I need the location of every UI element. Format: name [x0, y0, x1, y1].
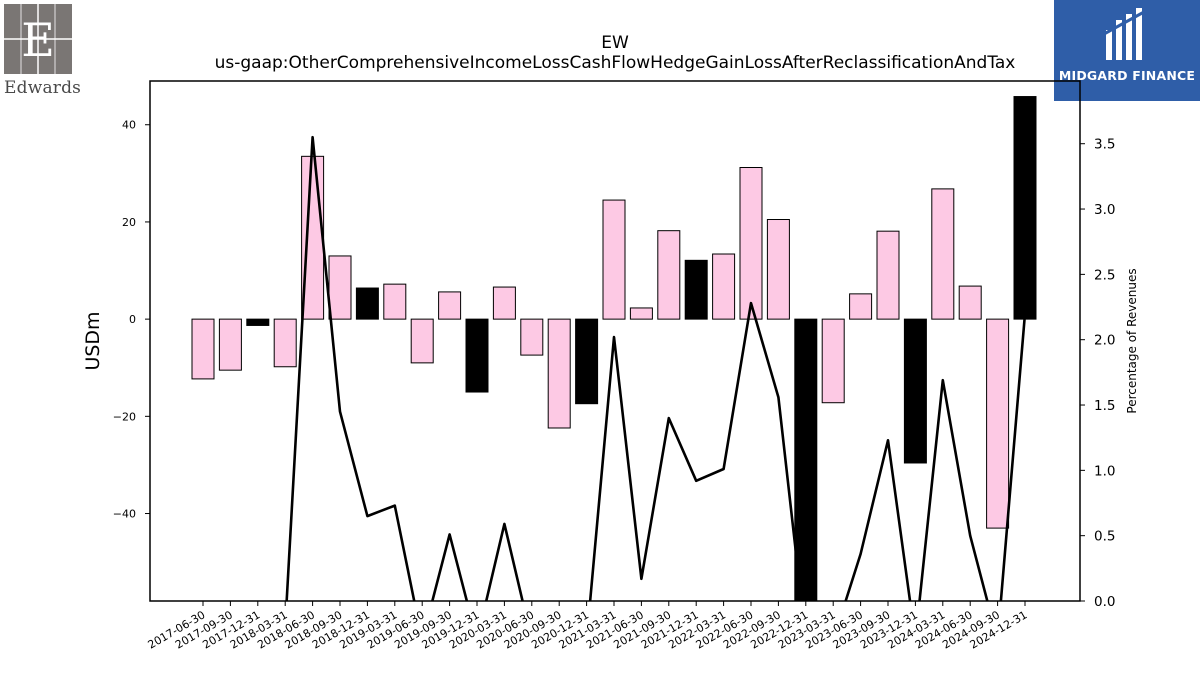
y2-axis-label: Percentage of Revenues	[1125, 268, 1139, 413]
bar-2017-09-30	[218, 318, 242, 371]
bar-2023-09-30	[876, 230, 900, 320]
bar-2019-03-31	[383, 283, 407, 320]
bar-2021-03-31	[602, 199, 626, 320]
chart-subtitle: us-gaap:OtherComprehensiveIncomeLossCash…	[215, 53, 1016, 73]
y2-tick-label: 1.5	[1094, 398, 1115, 414]
bar-2020-03-31	[492, 286, 516, 320]
y2-tick-label: 0.0	[1094, 594, 1115, 610]
y2-tick-label: 0.5	[1094, 529, 1115, 545]
bar-2024-06-30	[958, 285, 982, 320]
y-axis-label: USDm	[82, 311, 104, 370]
revenue-percentage-line	[285, 135, 1027, 601]
y2-tick-label: 1.0	[1094, 463, 1115, 479]
bar-2020-06-30	[520, 318, 544, 356]
y2-tick-label: 2.5	[1094, 267, 1115, 283]
bars-layer	[191, 96, 1037, 601]
bar-2017-06-30	[191, 318, 215, 380]
y2-tick-label: 2.0	[1094, 333, 1115, 349]
bar-2019-12-31	[465, 318, 489, 393]
midgard-finance-logo: MIDGARD FINANCE	[1054, 0, 1200, 101]
edwards-logo-text: Edwards	[4, 78, 82, 98]
bar-2022-09-30	[766, 219, 790, 320]
bar-2022-03-31	[712, 253, 736, 320]
bar-2019-06-30	[410, 318, 434, 364]
line-layer	[285, 135, 1027, 601]
midgard-emblem-icon	[1103, 8, 1145, 60]
y-axis-right: 0.0 0.5 1.0 1.5 2.0 2.5 3.0 3.5	[1080, 137, 1115, 610]
bar-2018-09-30	[328, 255, 352, 320]
y-tick-label: −20	[113, 410, 136, 423]
bar-2024-09-30	[986, 318, 1010, 529]
y2-tick-label: 3.0	[1094, 202, 1115, 218]
edwards-logo: E Edwards	[4, 4, 82, 100]
y-tick-label: 20	[122, 216, 136, 229]
bar-2022-12-31	[794, 318, 818, 601]
bar-2024-03-31	[931, 188, 955, 320]
bar-2018-03-31	[273, 318, 297, 368]
bar-2021-06-30	[629, 307, 653, 320]
y-tick-label: −40	[113, 508, 136, 521]
bar-2023-06-30	[849, 293, 873, 320]
bar-2021-12-31	[684, 259, 708, 320]
midgard-finance-logo-text: MIDGARD FINANCE	[1058, 68, 1196, 83]
y-tick-label: 40	[122, 119, 136, 132]
bar-2019-09-30	[438, 291, 462, 320]
bar-2023-03-31	[821, 318, 845, 404]
bar-2017-12-31	[246, 318, 270, 326]
chart-title: EW	[601, 33, 629, 53]
x-axis: 2017-06-302017-09-302017-12-312018-03-31…	[146, 601, 1030, 652]
bar-2020-12-31	[575, 318, 599, 405]
bar-2022-06-30	[739, 167, 763, 320]
plot-frame	[149, 80, 1081, 602]
bar-2024-12-31	[1013, 96, 1037, 320]
bar-2018-12-31	[355, 287, 379, 320]
y-axis-left: −40 −20 0 20 40	[113, 119, 150, 521]
edwards-emblem-icon: E	[4, 4, 72, 74]
y-tick-label: 0	[129, 313, 136, 326]
bar-2021-09-30	[657, 230, 681, 320]
bar-2023-12-31	[903, 318, 927, 464]
y2-tick-label: 3.5	[1094, 137, 1115, 153]
svg-text:E: E	[21, 13, 55, 67]
bar-2020-09-30	[547, 318, 571, 429]
